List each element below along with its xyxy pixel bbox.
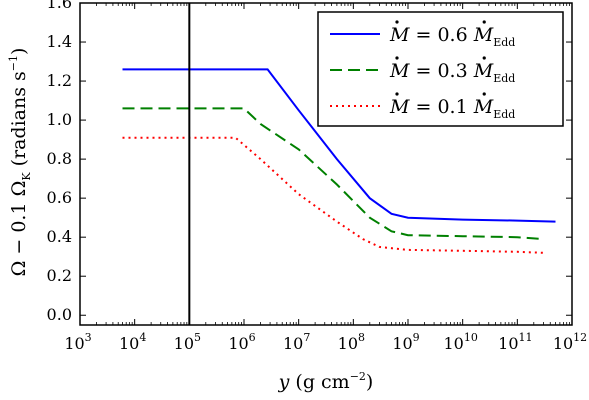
legend-label-1: M = 0.6 MEdd — [389, 24, 515, 49]
legend-label-3: M = 0.1 MEdd — [389, 96, 515, 121]
x-tick-label: 1012 — [553, 331, 587, 353]
x-tick-label: 106 — [228, 331, 255, 353]
legend-label-2: M = 0.3 MEdd — [389, 60, 515, 85]
x-tick-label: 105 — [174, 331, 201, 353]
x-tick-label: 108 — [338, 331, 365, 353]
series-line-1 — [122, 68, 556, 223]
plot-area — [79, 2, 573, 326]
legend: M = 0.6 MEdd M = 0.3 MEdd M = 0.1 MEdd — [317, 11, 564, 127]
x-axis-label: y (g cm−2) — [278, 370, 374, 393]
series-line-2 — [122, 107, 544, 241]
axis-labels: y (g cm−2) Ω − 0.1 ΩK (radians s−1) — [7, 48, 373, 393]
mdot-accent — [482, 20, 486, 24]
mdot-accent — [395, 92, 399, 96]
x-tick-label: 1011 — [498, 331, 532, 353]
ticks: 103 104 105 106 107 108 109 1010 1011 1012 0.0 0.2 0… — [47, 0, 588, 353]
x-tick-label: 104 — [119, 331, 146, 353]
y-tick-label: 0.6 — [47, 188, 72, 207]
y-tick-label: 1.0 — [47, 110, 72, 129]
x-tick-label: 1010 — [443, 331, 477, 353]
y-tick-label: 0.4 — [47, 227, 72, 246]
y-tick-label: 0.0 — [47, 305, 72, 324]
plot-frame — [79, 2, 573, 326]
y-tick-label: 0.2 — [47, 266, 72, 285]
mdot-accent — [395, 20, 399, 24]
y-axis-label: Ω − 0.1 ΩK (radians s−1) — [7, 48, 33, 277]
x-tick-label: 109 — [392, 331, 419, 353]
y-tick-label: 0.8 — [47, 149, 72, 168]
x-tick-label: 107 — [283, 331, 310, 353]
y-tick-label: 1.4 — [47, 32, 72, 51]
y-tick-label: 1.6 — [47, 0, 72, 12]
mdot-accent — [395, 56, 399, 60]
x-tick-label: 103 — [64, 331, 91, 353]
mdot-accent — [482, 92, 486, 96]
y-tick-label: 1.2 — [47, 71, 72, 90]
mdot-accent — [482, 56, 486, 60]
